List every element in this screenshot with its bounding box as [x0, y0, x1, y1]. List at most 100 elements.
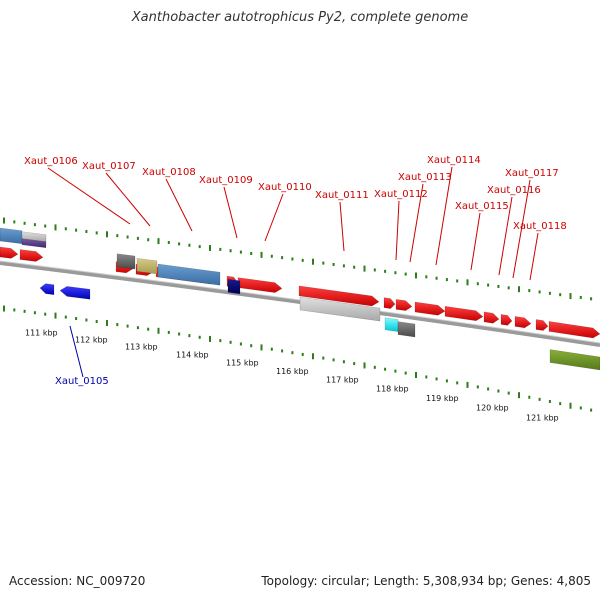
track-dot: [95, 320, 98, 324]
track-dot: [559, 293, 562, 297]
track-dot: [54, 312, 57, 319]
track-dot: [569, 402, 572, 409]
tick-label: 116 kbp: [276, 367, 309, 376]
track-dot: [373, 365, 376, 369]
tick-label: 117 kbp: [326, 376, 359, 385]
track-dot: [415, 272, 417, 279]
gene-label: Xaut_0116: [487, 185, 541, 196]
feature-box: [549, 349, 600, 371]
track-dot: [435, 377, 438, 381]
track-dot: [425, 275, 428, 279]
tick-label: 118 kbp: [376, 385, 409, 394]
feature-box: [299, 296, 381, 322]
track-dot: [85, 318, 88, 322]
track-dot: [301, 258, 304, 262]
reverse-gene-arrow: [39, 283, 55, 296]
forward-gene-arrow: [383, 297, 396, 309]
leader-line: [223, 186, 238, 239]
tick-label: 115 kbp: [226, 359, 259, 368]
track-dot: [219, 247, 222, 251]
track-dot: [188, 243, 191, 247]
track-dot: [75, 317, 78, 321]
gene-label: Xaut_0107: [82, 161, 136, 172]
leader-line: [105, 172, 151, 227]
leader-line: [409, 183, 424, 263]
track-dot: [548, 291, 551, 295]
gene-label: Xaut_0106: [24, 156, 78, 167]
track-dot: [23, 309, 26, 313]
map-title: Xanthobacter autotrophicus Py2, complete…: [131, 10, 469, 25]
track-dot: [487, 387, 490, 391]
track-dot: [13, 308, 16, 312]
track-dot: [435, 276, 438, 280]
track-dot: [425, 375, 428, 379]
track-dot: [198, 245, 201, 249]
track-dot: [147, 327, 150, 331]
track-dot: [260, 251, 263, 258]
track-dot: [590, 408, 593, 412]
track-dot: [404, 371, 407, 375]
forward-gene-arrow: [414, 301, 446, 316]
track-dot: [136, 326, 139, 330]
track-dot: [363, 362, 366, 369]
track-dot: [322, 356, 325, 360]
forward-gene-arrow: [535, 319, 549, 331]
track-dot: [209, 335, 211, 342]
track-dot: [476, 282, 479, 286]
track-dot: [559, 402, 562, 406]
feature-box: [136, 258, 158, 275]
reverse-gene-arrow: [59, 286, 91, 300]
track-dot: [219, 339, 222, 343]
gene-label: Xaut_0105: [55, 376, 109, 387]
track-dot: [528, 395, 531, 399]
track-dot: [64, 227, 67, 231]
upper-dotted-track: [3, 217, 593, 301]
track-dot: [456, 279, 459, 283]
track-dot: [476, 385, 479, 389]
gene-label: Xaut_0118: [513, 221, 567, 232]
track-dot: [394, 369, 397, 373]
gene-label: Xaut_0115: [455, 201, 509, 212]
track-dot: [260, 344, 263, 351]
track-dot: [384, 367, 387, 371]
track-dot: [198, 335, 201, 339]
track-dot: [312, 258, 314, 265]
track-dot: [136, 236, 139, 240]
forward-gene-arrow: [298, 285, 380, 307]
track-dot: [178, 332, 181, 336]
track-dot: [579, 406, 582, 410]
leader-line: [264, 193, 284, 242]
leader-line: [529, 232, 539, 281]
track-dot: [497, 284, 500, 288]
gene-label: Xaut_0110: [258, 182, 312, 193]
track-dot: [291, 257, 294, 261]
track-dot: [466, 381, 469, 388]
gene-label: Xaut_0108: [142, 167, 196, 178]
track-dot: [518, 286, 520, 293]
track-dot: [270, 254, 273, 258]
track-dot: [507, 286, 510, 290]
track-dot: [44, 224, 47, 228]
track-dot: [3, 305, 5, 312]
tick-label: 120 kbp: [476, 404, 509, 413]
track-dot: [384, 269, 387, 273]
forward-gene-arrow: [483, 311, 500, 324]
track-dot: [466, 279, 469, 286]
track-dot: [445, 278, 448, 282]
lower-dotted-track: [3, 305, 593, 412]
track-dot: [404, 272, 407, 276]
track-dot: [301, 352, 304, 356]
gene-label: Xaut_0113: [398, 172, 452, 183]
track-dot: [44, 312, 47, 316]
track-dot: [229, 340, 232, 344]
track-dot: [250, 344, 253, 348]
gene-label: Xaut_0111: [315, 190, 369, 201]
track-dot: [281, 349, 284, 353]
track-dot: [569, 293, 572, 300]
track-dot: [95, 231, 98, 235]
leader-line: [69, 325, 84, 378]
feature-box: [384, 317, 399, 332]
track-dot: [353, 265, 356, 269]
track-dot: [54, 224, 57, 231]
